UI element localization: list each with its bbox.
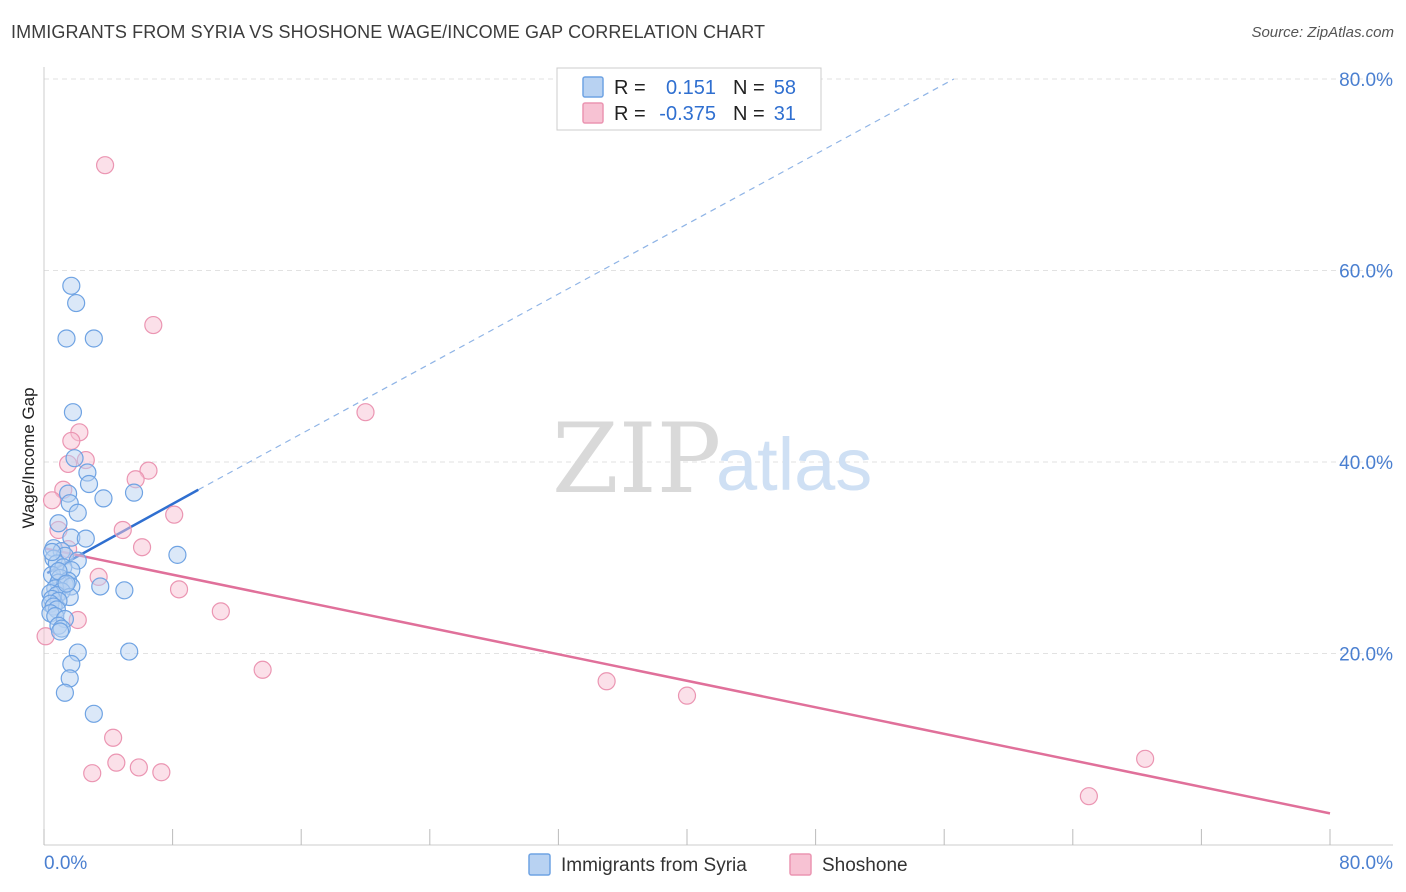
data-point-shoshone [42, 491, 62, 510]
legend-n-label-shoshone: N = [733, 103, 765, 125]
axes [43, 67, 1393, 846]
data-point-shoshone [169, 580, 189, 599]
x-tick-label: 80.0% [1339, 853, 1393, 874]
legend-swatch-shoshone [582, 102, 604, 124]
bottom-legend-label-syria: Immigrants from Syria [561, 855, 747, 876]
y-tick-label: 80.0% [1339, 70, 1393, 91]
data-point-shoshone [1079, 787, 1098, 806]
data-point-syria [120, 642, 139, 661]
data-point-syria [65, 449, 84, 468]
data-point-syria [55, 683, 74, 702]
data-point-shoshone [139, 461, 158, 480]
data-point-syria [84, 329, 103, 348]
data-point-syria [168, 545, 187, 564]
data-point-shoshone [165, 505, 184, 524]
legend-n-value-shoshone: 31 [774, 103, 796, 125]
data-point-syria [76, 529, 95, 548]
bottom-legend-swatch-shoshone [789, 853, 812, 876]
data-point-syria [115, 581, 134, 600]
data-point-shoshone [129, 758, 148, 777]
data-points [36, 156, 1155, 806]
trendline-shoshone [43, 546, 1331, 815]
y-tick-labels: 20.0% 40.0% 60.0% 80.0% [1339, 70, 1393, 666]
watermark-atlas: atlas [716, 423, 872, 506]
data-point-shoshone [113, 520, 132, 540]
bottom-legend-swatch-syria [528, 853, 551, 876]
data-point-shoshone [356, 403, 375, 422]
legend-r-label-shoshone: R = [614, 103, 646, 125]
x-tick-labels: 0.0% 80.0% [44, 853, 1393, 874]
data-point-syria [84, 704, 103, 723]
legend-r-value-syria: 0.151 [666, 77, 716, 99]
data-point-shoshone [62, 431, 81, 451]
data-point-syria [91, 577, 110, 596]
source-credit: Source: ZipAtlas.com [1251, 24, 1394, 41]
data-point-syria [63, 403, 83, 422]
trendline-syria-extension [198, 78, 955, 491]
legend-n-value-syria: 58 [774, 77, 796, 99]
data-point-syria [68, 503, 87, 522]
data-point-syria [42, 542, 62, 562]
y-tick-label: 40.0% [1339, 453, 1393, 474]
data-point-syria [57, 574, 76, 593]
data-point-syria [94, 489, 113, 508]
data-point-shoshone [104, 728, 123, 747]
watermark-zip: ZIP [552, 403, 721, 515]
grid-lines [44, 78, 1393, 654]
data-point-shoshone [152, 763, 171, 782]
chart-title: IMMIGRANTS FROM SYRIA VS SHOSHONE WAGE/I… [11, 22, 766, 42]
x-tick-label: 0.0% [44, 853, 87, 874]
data-point-shoshone [83, 764, 102, 783]
data-point-shoshone [132, 538, 152, 557]
data-point-shoshone [1136, 749, 1155, 768]
y-tick-label: 60.0% [1339, 262, 1393, 283]
y-tick-label: 20.0% [1339, 645, 1393, 666]
data-point-shoshone [677, 686, 697, 705]
legend-r-label-syria: R = [614, 77, 646, 99]
data-point-syria [49, 514, 68, 533]
data-point-shoshone [253, 660, 272, 679]
data-point-syria [50, 622, 70, 641]
correlation-legend: R = 0.151 N = 58 R = -0.375 N = 31 [556, 67, 822, 131]
series-legend: Immigrants from Syria Shoshone [528, 853, 908, 876]
data-point-syria [124, 483, 144, 502]
bottom-legend-label-shoshone: Shoshone [822, 855, 908, 876]
data-point-shoshone [597, 672, 616, 691]
data-point-syria [79, 474, 99, 494]
data-point-syria [57, 329, 76, 348]
legend-r-value-shoshone: -0.375 [659, 103, 716, 125]
data-point-syria [67, 293, 86, 313]
y-axis-label: Wage/Income Gap [19, 387, 38, 528]
data-point-shoshone [107, 753, 126, 772]
data-point-shoshone [144, 315, 163, 335]
data-point-shoshone [95, 156, 115, 175]
data-point-syria [62, 276, 81, 295]
legend-n-label-syria: N = [733, 77, 765, 99]
legend-swatch-syria [582, 76, 604, 98]
data-point-shoshone [211, 602, 230, 621]
